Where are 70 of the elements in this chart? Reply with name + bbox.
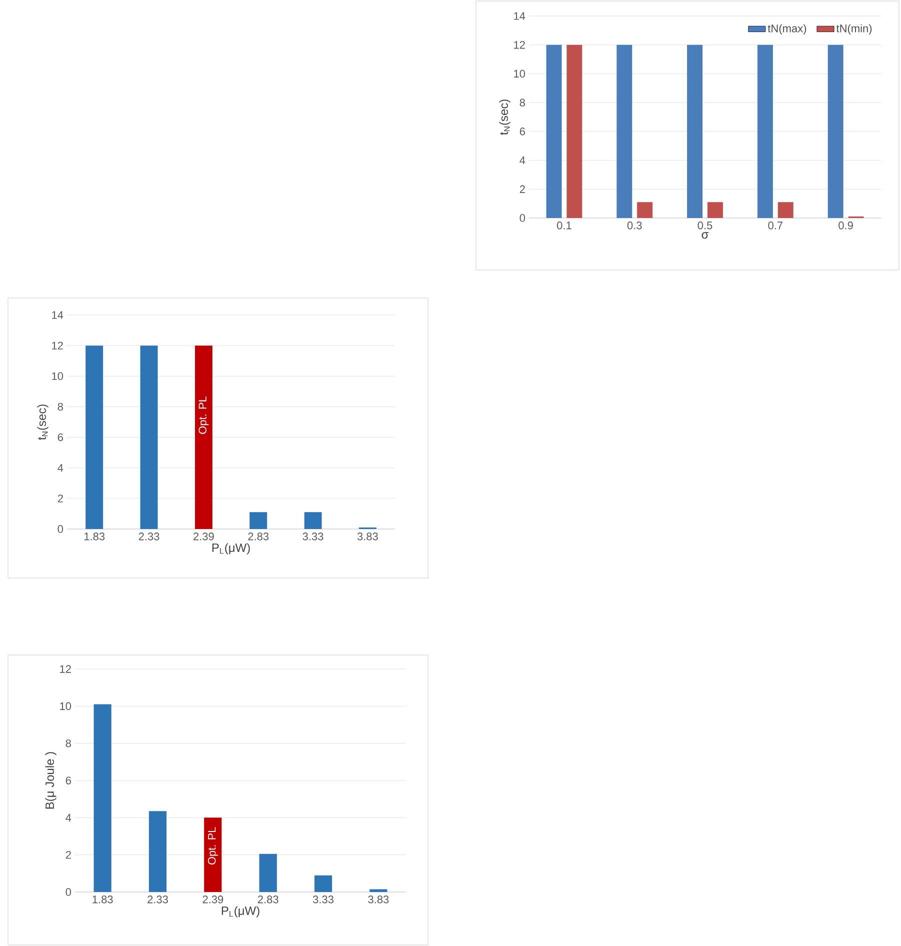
- bar: [86, 346, 104, 529]
- y-tick-label: 8: [66, 739, 71, 748]
- y-tick-label: 2: [58, 494, 63, 502]
- x-axis-title: σ: [702, 232, 709, 239]
- y-tick-label: 14: [514, 12, 526, 20]
- y-axis-title: t$_{N}$(sec): [37, 404, 48, 440]
- annotation: Opt. PL: [198, 396, 209, 434]
- x-tick-label: 2.83: [258, 896, 278, 904]
- x-tick-label: 0.3: [627, 222, 642, 230]
- x-axis-title: P$_{L}$(μW): [212, 543, 250, 554]
- y-tick-label: 4: [66, 814, 72, 822]
- bar: [687, 44, 703, 218]
- y-tick-label: 6: [66, 776, 71, 784]
- bar: [259, 854, 277, 892]
- y-tick-label: 10: [60, 702, 72, 710]
- bar: [304, 512, 322, 529]
- bar: [546, 44, 562, 218]
- bar: [314, 875, 332, 892]
- bar: [566, 44, 582, 218]
- bar: [757, 44, 773, 218]
- x-tick-label: 0.1: [556, 222, 572, 230]
- bar: [707, 202, 723, 218]
- bar: [148, 811, 167, 892]
- y-axis-title: B(μ Joule ): [45, 752, 56, 809]
- bar: [250, 512, 268, 529]
- x-tick-label: 3.83: [357, 532, 378, 540]
- x-tick-label: 1.83: [84, 532, 105, 540]
- x-tick-label: 1.83: [92, 896, 113, 904]
- bar: [140, 346, 158, 529]
- y-tick-label: 4: [520, 156, 526, 164]
- bar: [194, 346, 212, 529]
- x-tick-label: 0.5: [698, 222, 712, 230]
- x-tick-label: 3.33: [302, 532, 324, 540]
- x-tick-label: 2.39: [202, 896, 224, 904]
- y-tick-label: 0: [520, 214, 526, 222]
- x-tick-label: 2.39: [194, 532, 214, 540]
- bar: [616, 44, 632, 218]
- x-tick-label: 0.9: [838, 222, 853, 230]
- y-tick-label: 6: [58, 433, 63, 442]
- x-tick-label: 2.83: [248, 532, 269, 540]
- y-tick-label: 10: [52, 372, 64, 380]
- x-tick-label: 2.33: [148, 896, 168, 904]
- x-tick-label: 2.33: [138, 532, 160, 540]
- y-tick-label: 2: [520, 185, 525, 193]
- y-tick-label: 8: [58, 402, 63, 411]
- bar: [370, 889, 388, 892]
- y-tick-label: 10: [514, 70, 526, 78]
- x-tick-label: 3.33: [312, 896, 334, 904]
- legend-label: tN(min): [836, 24, 872, 34]
- y-tick-label: 4: [58, 464, 64, 472]
- annotation: Opt. PL: [208, 827, 218, 865]
- bar: [778, 202, 794, 218]
- y-tick-label: 8: [520, 98, 525, 106]
- x-tick-label: 0.7: [768, 222, 782, 230]
- x-axis-title: P$_{L}$(μW): [222, 906, 260, 918]
- x-tick-label: 3.83: [368, 896, 389, 904]
- y-tick-label: 0: [66, 888, 72, 896]
- bar: [204, 818, 222, 892]
- legend-label: tN(max): [768, 24, 806, 34]
- y-tick-label: 0: [58, 525, 64, 533]
- y-tick-label: 14: [52, 311, 64, 319]
- bar: [637, 202, 653, 218]
- y-axis-title: t$_{N}$(sec): [499, 100, 510, 135]
- y-tick-label: 12: [514, 41, 525, 49]
- y-tick-label: 12: [60, 665, 71, 673]
- bar: [828, 44, 844, 218]
- y-tick-label: 2: [66, 851, 71, 859]
- y-tick-label: 6: [520, 128, 525, 136]
- bar: [94, 704, 112, 892]
- y-tick-label: 12: [52, 342, 63, 350]
